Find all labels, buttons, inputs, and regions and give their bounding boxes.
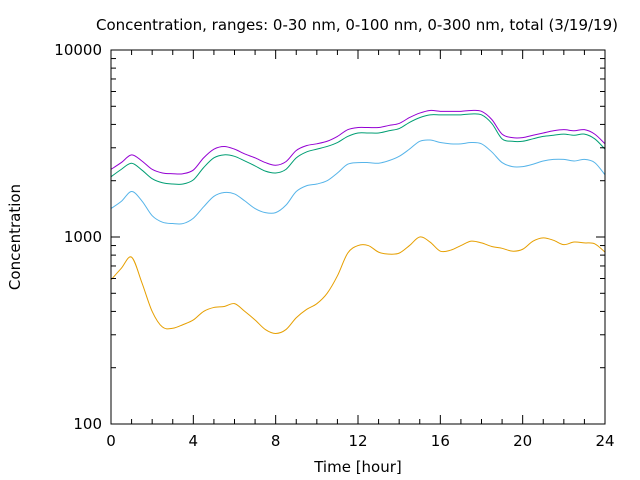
series-0-100nm-line: [110, 139, 606, 225]
x-tick-label: 24: [595, 432, 614, 450]
y-tick-label: 100: [73, 415, 102, 433]
plot-frame: [110, 49, 606, 425]
y-tick-label: 10000: [54, 41, 102, 59]
series-total-line: [110, 109, 606, 175]
x-tick-label: 0: [106, 432, 116, 450]
x-tick-label: 8: [271, 432, 281, 450]
x-tick-label: 16: [431, 432, 450, 450]
y-axis-label: Concentration: [6, 184, 24, 290]
x-axis-label: Time [hour]: [313, 458, 402, 476]
x-tick-label: 12: [348, 432, 367, 450]
y-axis: 100 1000 10000: [54, 41, 605, 433]
series-layer: [110, 109, 606, 334]
series-0-30nm-line: [110, 236, 606, 334]
x-tick-label: 4: [189, 432, 199, 450]
y-tick-label: 1000: [64, 228, 102, 246]
x-axis: 0 4 8 12 16 20 24: [106, 50, 615, 450]
series-0-300nm-line: [110, 113, 606, 185]
x-tick-label: 20: [513, 432, 532, 450]
chart-title: Concentration, ranges: 0-30 nm, 0-100 nm…: [96, 16, 618, 34]
